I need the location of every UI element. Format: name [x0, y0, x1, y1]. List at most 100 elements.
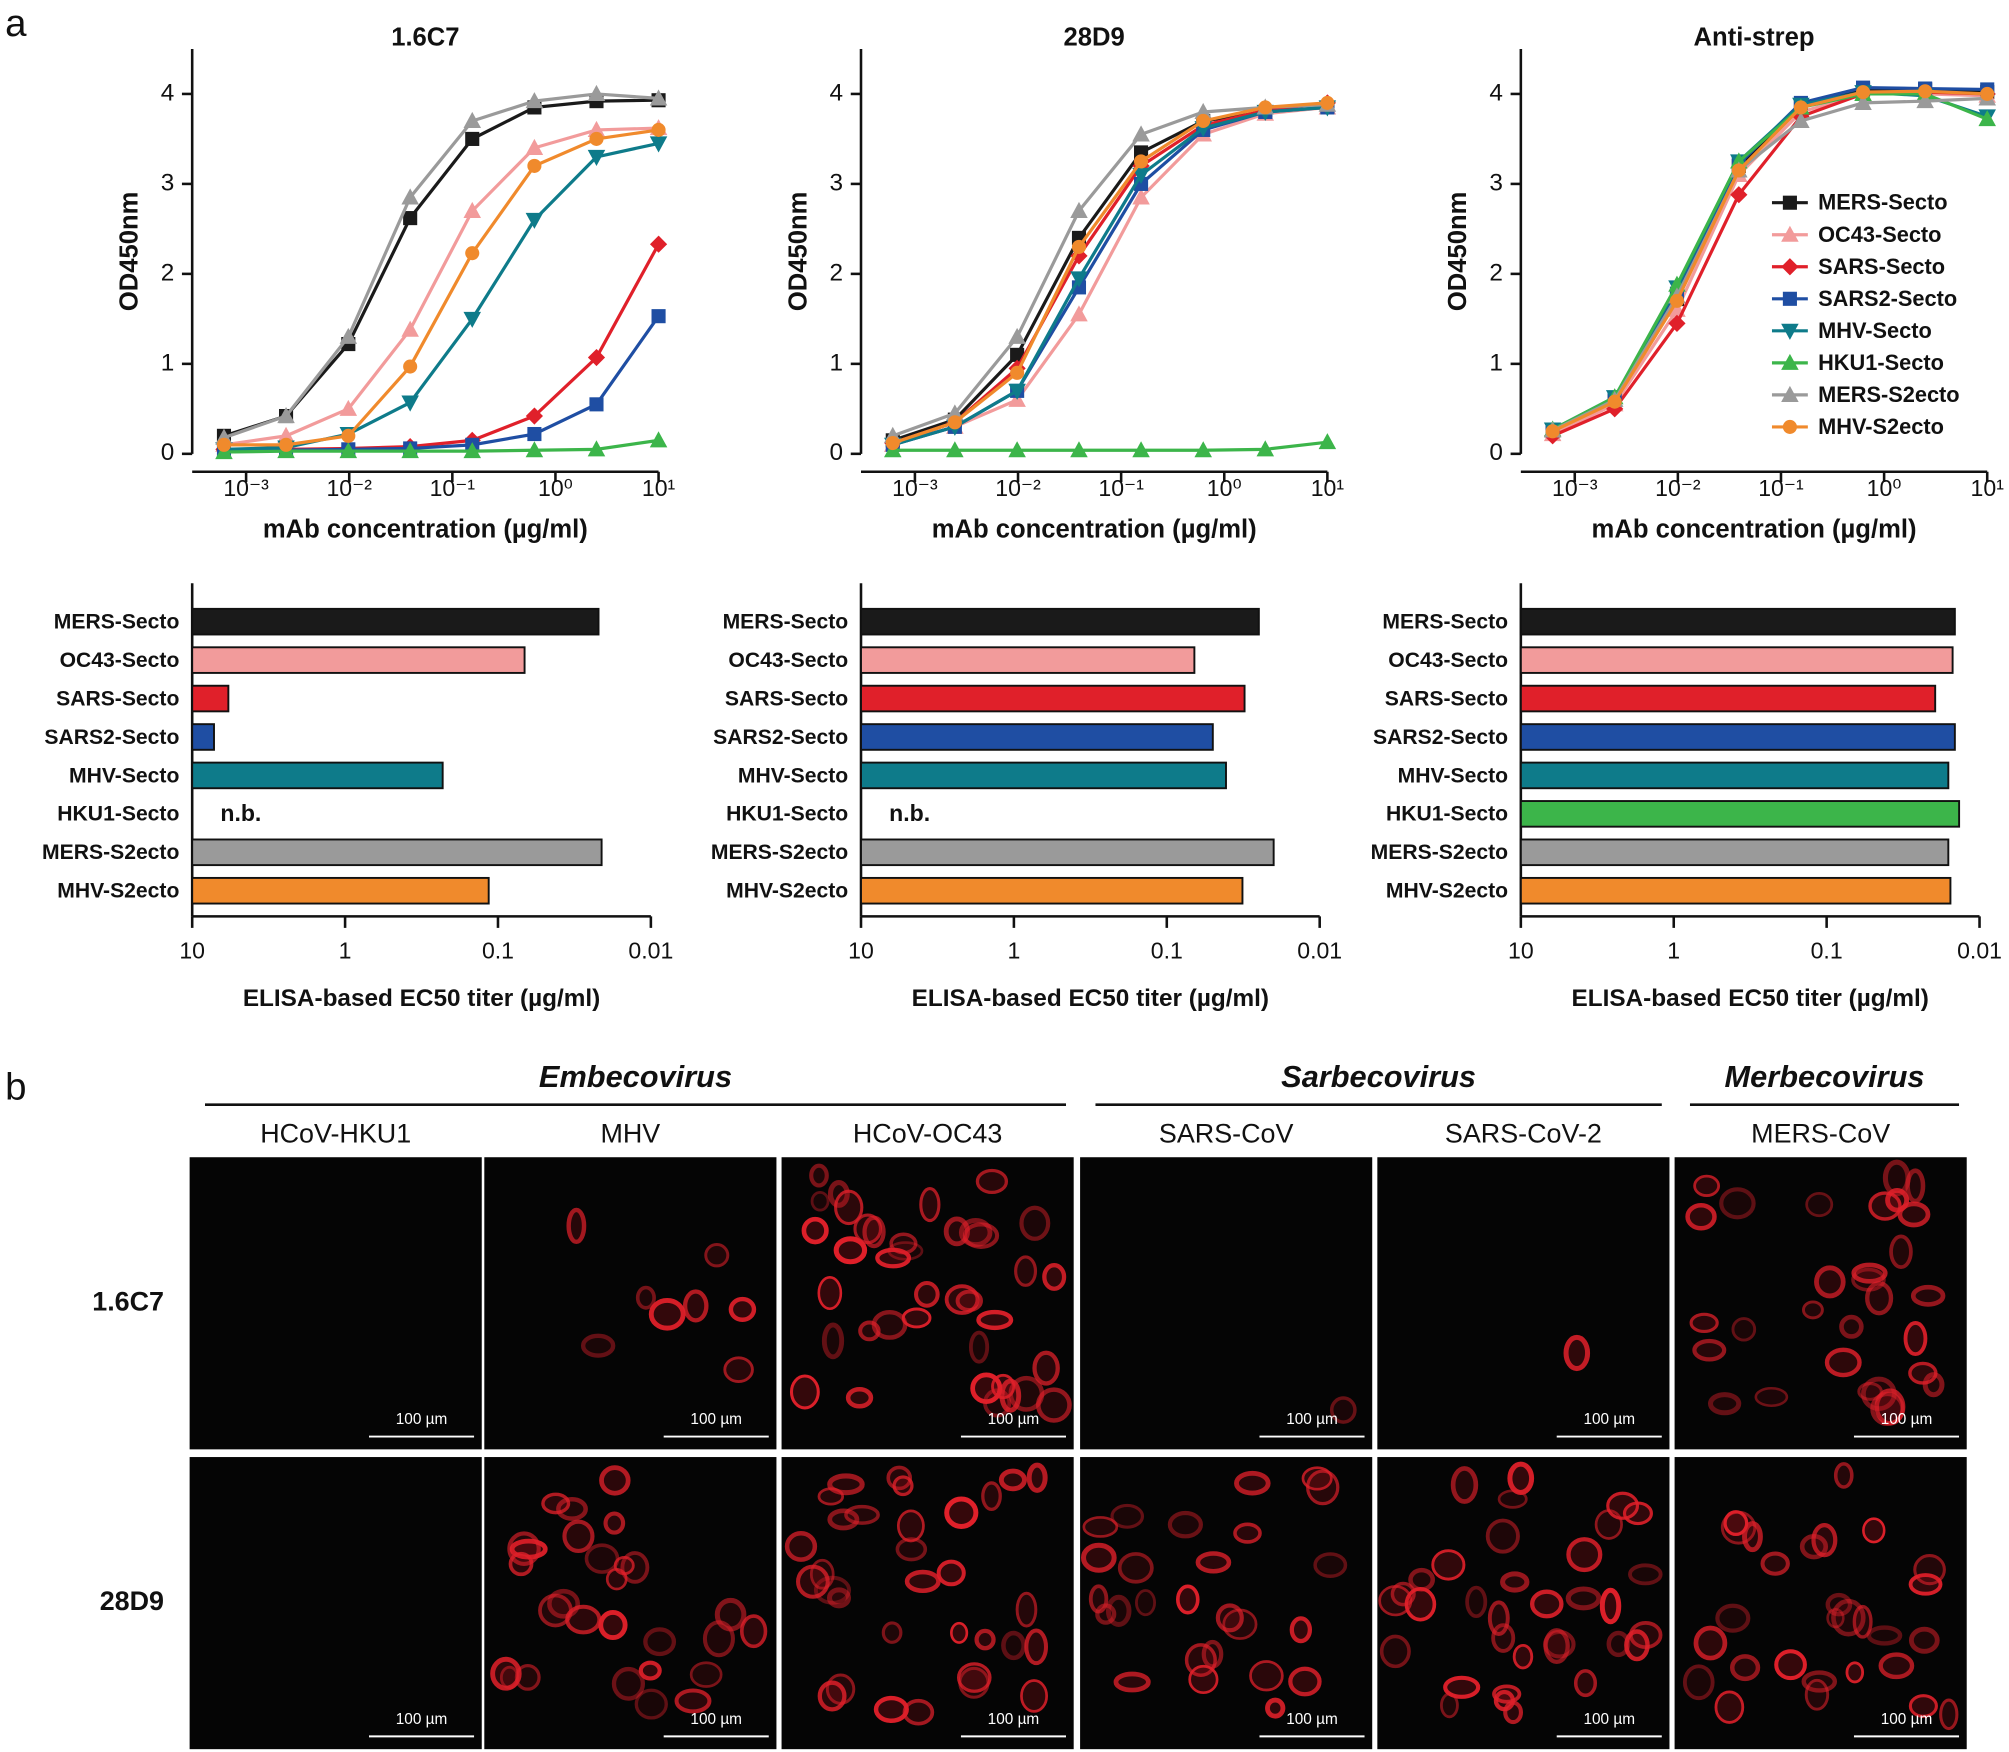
y-tick-label: 3	[1489, 169, 1503, 196]
scale-bar-label: 100 µm	[988, 1411, 1040, 1428]
cell-signal	[1265, 1697, 1286, 1719]
cell-signal	[914, 1281, 940, 1308]
cell-signal	[817, 1680, 847, 1712]
cell-signal	[1390, 1581, 1416, 1607]
legend-marker	[1781, 353, 1799, 370]
cell-signal	[1903, 1321, 1928, 1357]
group-title: Embecovirus	[539, 1059, 732, 1094]
cell-signal	[1024, 1628, 1049, 1666]
cell-signal	[1824, 1347, 1862, 1378]
marker	[1856, 85, 1871, 100]
cell-signal	[1408, 1567, 1436, 1592]
bar	[860, 723, 1214, 751]
legend-label: SARS-Secto	[1818, 254, 1945, 279]
fit-curve	[892, 105, 1328, 442]
category-label: SARS2-Secto	[44, 726, 179, 749]
marker	[339, 442, 358, 459]
category-label: SARS2-Secto	[713, 726, 848, 749]
category-label: HKU1-Secto	[57, 803, 179, 826]
marker	[1980, 86, 1995, 101]
cell-signal	[1015, 1591, 1038, 1628]
cell-signal	[1831, 1598, 1866, 1637]
scale-bar-label: 100 µm	[1583, 1411, 1635, 1428]
cell-signal	[1851, 1262, 1888, 1284]
cell-signal	[827, 1180, 850, 1208]
legend-marker	[1782, 291, 1797, 306]
cell-signal	[1628, 1563, 1663, 1586]
cell-signal	[784, 1531, 818, 1562]
cell-signal	[1001, 1630, 1027, 1661]
cell-signal	[1492, 1684, 1522, 1704]
marker	[1132, 167, 1150, 184]
cell-signal	[1563, 1334, 1591, 1372]
marker	[1008, 383, 1026, 400]
micrograph	[1674, 1457, 1967, 1750]
cell-signal	[638, 1660, 662, 1681]
cell-signal	[1889, 1234, 1913, 1270]
cell-signal	[919, 1187, 941, 1223]
cell-signal	[584, 1543, 620, 1574]
marker	[946, 441, 964, 458]
scale-bar-label: 100 µm	[690, 1411, 742, 1428]
category-label: SARS-Secto	[56, 687, 179, 710]
cell-signal	[599, 1465, 631, 1496]
marker	[1854, 93, 1872, 110]
y-tick-label: 1	[830, 349, 844, 376]
cell-signal	[1682, 1664, 1715, 1701]
marker	[1010, 365, 1025, 380]
category-label: MERS-Secto	[723, 611, 849, 634]
cell-signal	[1692, 1338, 1727, 1362]
micrograph	[189, 1157, 482, 1450]
cell-signal	[887, 1241, 924, 1261]
cell-signal	[1606, 1491, 1640, 1520]
column-label: HCoV-HKU1	[260, 1119, 411, 1149]
cell-signal	[1036, 1387, 1072, 1423]
cell-signal	[1487, 1600, 1510, 1636]
cell-signal	[689, 1661, 723, 1688]
category-label: MHV-S2ecto	[726, 880, 848, 903]
cell-signal	[1628, 1621, 1663, 1650]
marker	[1196, 113, 1211, 128]
y-axis-label: OD450nm	[115, 192, 143, 312]
marker	[1731, 163, 1746, 178]
cell-signal	[1826, 1608, 1845, 1629]
marker	[1256, 440, 1275, 457]
marker	[465, 246, 480, 261]
cell-signal	[817, 1276, 843, 1311]
cell-signal	[896, 1509, 925, 1543]
marker	[947, 415, 962, 430]
category-label: MHV-S2ecto	[57, 880, 179, 903]
chart-title: 1.6C7	[391, 23, 459, 51]
scale-bar-label: 100 µm	[1583, 1711, 1635, 1728]
cell-signal	[1301, 1466, 1333, 1491]
category-label: OC43-Secto	[1388, 649, 1508, 672]
x-tick-label: 10¹	[1311, 475, 1345, 501]
micrograph	[1080, 1457, 1373, 1750]
scale-bar-label: 100 µm	[396, 1411, 448, 1428]
scale-bar-label: 100 µm	[1286, 1711, 1338, 1728]
marker	[465, 131, 480, 146]
category-label: MERS-Secto	[1382, 611, 1508, 634]
bar	[860, 646, 1196, 674]
marker	[1978, 110, 1996, 127]
cell-signal	[970, 1372, 1003, 1404]
cell-signal	[635, 1285, 656, 1310]
marker	[1793, 100, 1808, 115]
cell-signal	[1870, 1391, 1905, 1427]
y-tick-label: 4	[830, 79, 844, 106]
marker	[463, 201, 482, 218]
y-tick-label: 2	[161, 259, 175, 286]
y-tick-label: 1	[161, 349, 175, 376]
row-label: 28D9	[100, 1586, 164, 1616]
cell-signal	[1497, 1489, 1528, 1509]
cell-signal	[902, 1698, 935, 1726]
bar	[1519, 761, 1950, 790]
x-tick-label: 0.1	[1811, 937, 1843, 963]
cell-signal	[603, 1511, 626, 1535]
cell-signal	[1908, 1694, 1938, 1718]
y-tick-label: 0	[161, 439, 175, 466]
cell-signal	[1110, 1503, 1145, 1529]
cell-signal	[1117, 1552, 1154, 1584]
marker	[277, 407, 295, 424]
